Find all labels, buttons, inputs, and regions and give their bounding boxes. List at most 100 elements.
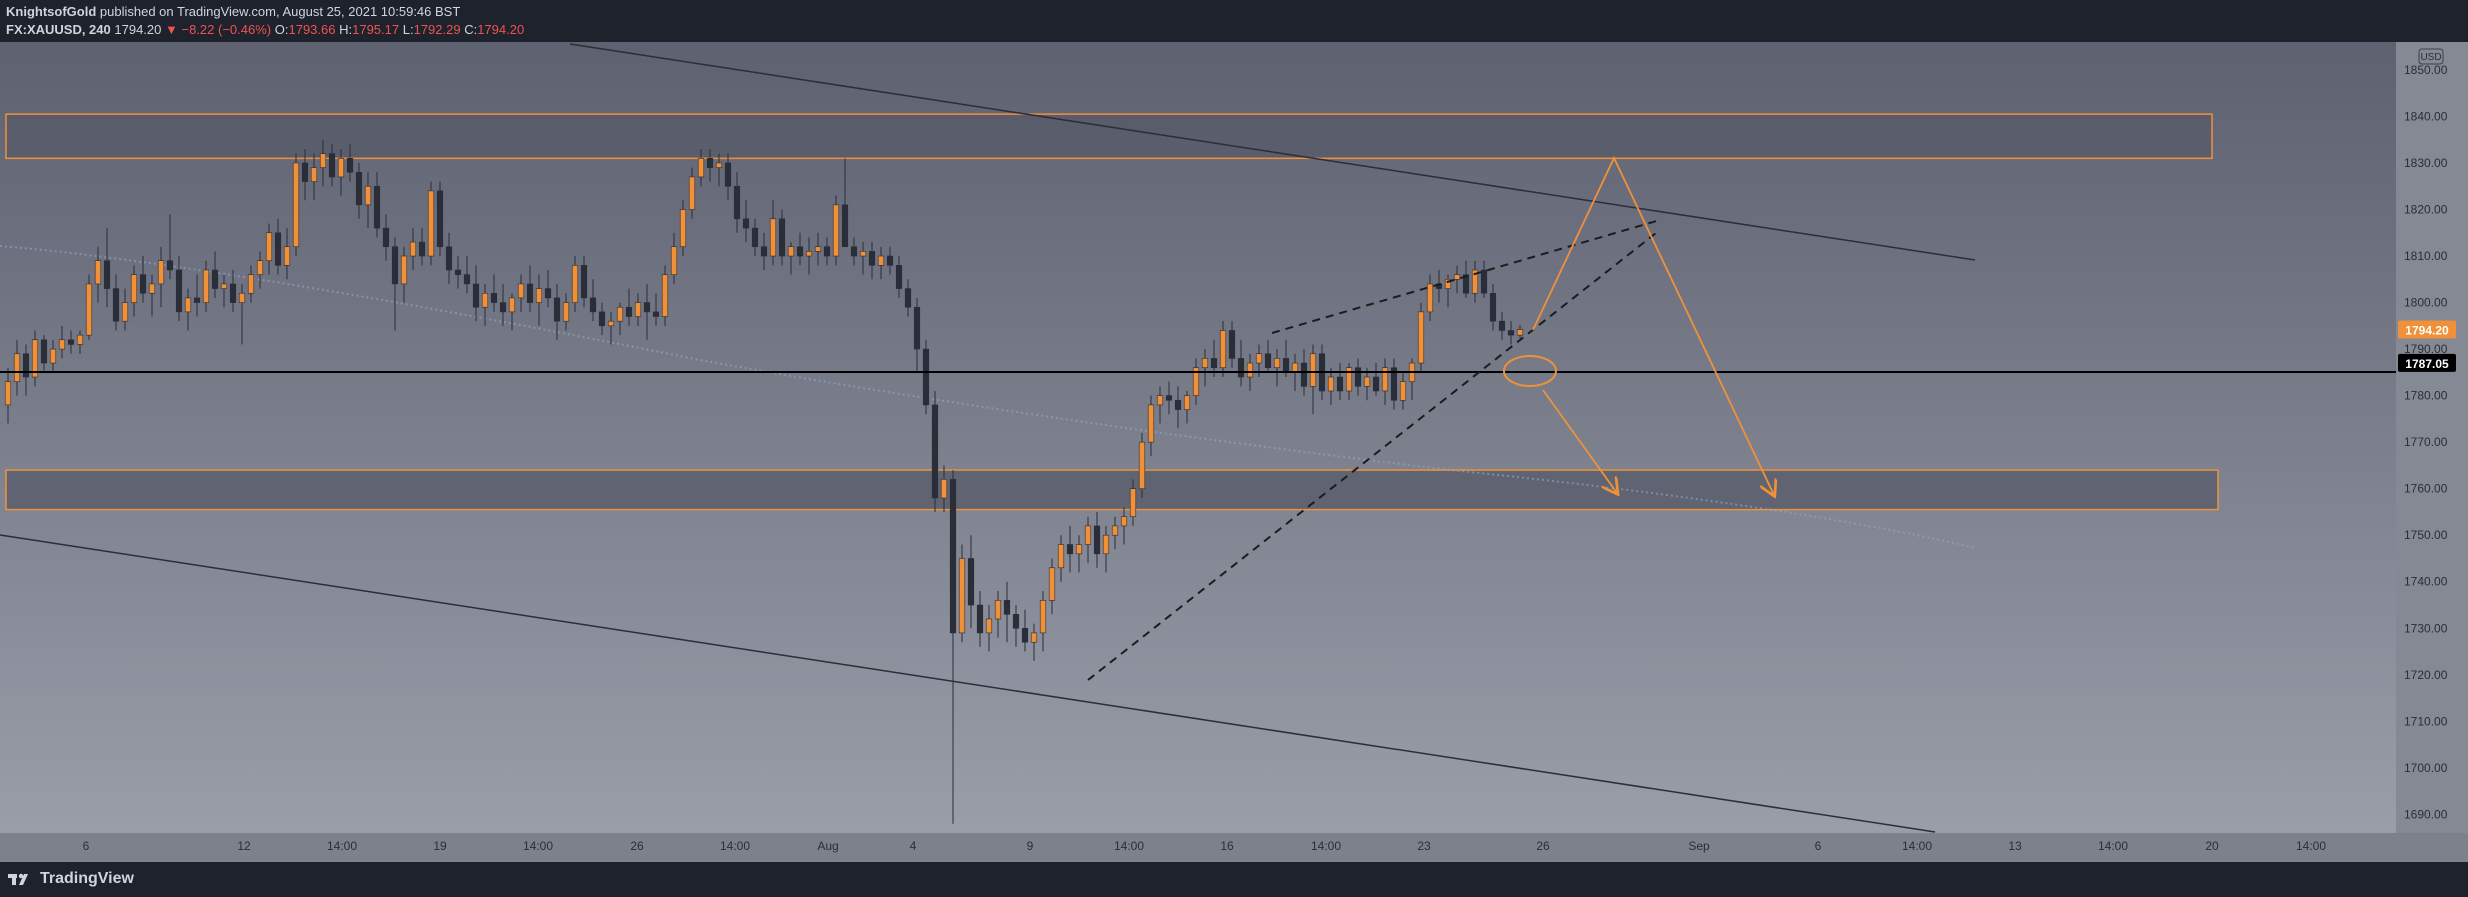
candle-body xyxy=(301,162,309,182)
chart-header: KnightsofGold published on TradingView.c… xyxy=(0,0,2468,42)
candle xyxy=(1129,479,1137,526)
candle xyxy=(391,237,399,331)
candle xyxy=(976,591,984,647)
candle-body xyxy=(931,404,939,499)
time-tick-label: 6 xyxy=(83,839,90,853)
candle-body xyxy=(967,558,975,606)
candle xyxy=(49,339,57,373)
candle xyxy=(958,544,966,643)
candle-body xyxy=(760,246,768,257)
candle-body xyxy=(706,158,714,168)
candle-body xyxy=(1138,441,1146,489)
candle xyxy=(1030,623,1038,661)
candle xyxy=(985,605,993,652)
candle xyxy=(58,325,66,359)
candle-body xyxy=(859,251,867,257)
candle xyxy=(472,265,480,322)
time-tick-label: 16 xyxy=(1220,839,1234,853)
candle-body xyxy=(994,600,1002,620)
tradingview-brand-text: TradingView xyxy=(40,870,134,887)
candle xyxy=(1102,525,1110,573)
candle xyxy=(904,279,912,317)
price-tick-label: 1850.00 xyxy=(2404,63,2448,77)
candle-body xyxy=(427,190,435,257)
candle xyxy=(166,214,174,280)
candle xyxy=(508,293,516,331)
candle xyxy=(1201,349,1209,387)
candle-body xyxy=(1237,358,1245,378)
candle xyxy=(76,330,84,354)
currency-badge[interactable]: USD xyxy=(2418,48,2444,65)
candle-body xyxy=(1156,395,1164,406)
candle xyxy=(1327,367,1335,405)
wedge-lower-line xyxy=(1087,232,1657,681)
candle xyxy=(490,274,498,312)
symbol-name[interactable]: FX:XAUUSD, 240 xyxy=(6,22,111,37)
candle xyxy=(499,283,507,326)
time-tick-label: 23 xyxy=(1417,839,1431,853)
time-tick-label: 26 xyxy=(1536,839,1550,853)
candle xyxy=(1345,363,1353,401)
candle-body xyxy=(1345,367,1353,392)
candle-body xyxy=(409,241,417,257)
tradingview-brand[interactable]: TradingView xyxy=(8,870,134,888)
time-tick-label: 6 xyxy=(1815,839,1822,853)
candle xyxy=(274,218,282,275)
candle xyxy=(1453,265,1461,294)
time-tick-label: Sep xyxy=(1688,839,1710,853)
candle-body xyxy=(67,339,75,345)
time-tick-label: 4 xyxy=(910,839,917,853)
publisher-name[interactable]: KnightsofGold xyxy=(6,4,97,19)
candle-body xyxy=(364,185,372,206)
candle-body xyxy=(1228,330,1236,359)
candle xyxy=(436,181,444,257)
candle-body xyxy=(841,204,849,248)
candle xyxy=(220,274,228,308)
price-tick-label: 1790.00 xyxy=(2404,342,2448,356)
candle xyxy=(148,274,156,317)
candle xyxy=(292,153,300,257)
candle xyxy=(1084,516,1092,564)
candle-body xyxy=(1273,358,1281,369)
candle-body xyxy=(1066,544,1074,555)
candle-body xyxy=(517,283,525,299)
candle-body xyxy=(1246,362,1254,378)
plot-area[interactable] xyxy=(0,42,2396,833)
price-axis-area[interactable] xyxy=(2396,42,2468,833)
candle-body xyxy=(490,292,498,303)
level-price-tag-label: 1787.05 xyxy=(2405,357,2449,371)
candle xyxy=(526,265,534,312)
candle-body xyxy=(1201,358,1209,369)
price-tick-label: 1730.00 xyxy=(2404,621,2448,635)
candle-body xyxy=(76,334,84,345)
candle-body xyxy=(211,269,219,289)
time-tick-label: 14:00 xyxy=(1311,839,1341,853)
time-axis-area[interactable] xyxy=(0,833,2468,862)
candle-body xyxy=(553,297,561,322)
candle-body xyxy=(1255,353,1263,364)
price-tick-label: 1750.00 xyxy=(2404,528,2448,542)
candle xyxy=(643,283,651,340)
candle xyxy=(85,274,93,340)
candle xyxy=(31,330,39,387)
candle-body xyxy=(661,274,669,317)
candle-body xyxy=(886,255,894,266)
candle xyxy=(580,256,588,308)
candle-body xyxy=(292,162,300,248)
time-tick-label: 14:00 xyxy=(1902,839,1932,853)
price-tick-label: 1840.00 xyxy=(2404,109,2448,123)
symbol-info: FX:XAUUSD, 240 1794.20 ▼ −8.22 (−0.46%) … xyxy=(6,22,524,37)
candle-body xyxy=(751,227,759,248)
candle-body xyxy=(1381,367,1389,392)
candle xyxy=(706,149,714,182)
time-tick-label: 14:00 xyxy=(523,839,553,853)
candle xyxy=(373,172,381,238)
projection-arrow-down xyxy=(1542,389,1617,493)
candle xyxy=(625,288,633,326)
candle xyxy=(1363,367,1371,401)
candle xyxy=(607,311,615,345)
candle-body xyxy=(130,274,138,303)
candle xyxy=(796,232,804,266)
candle-body xyxy=(1039,600,1047,634)
